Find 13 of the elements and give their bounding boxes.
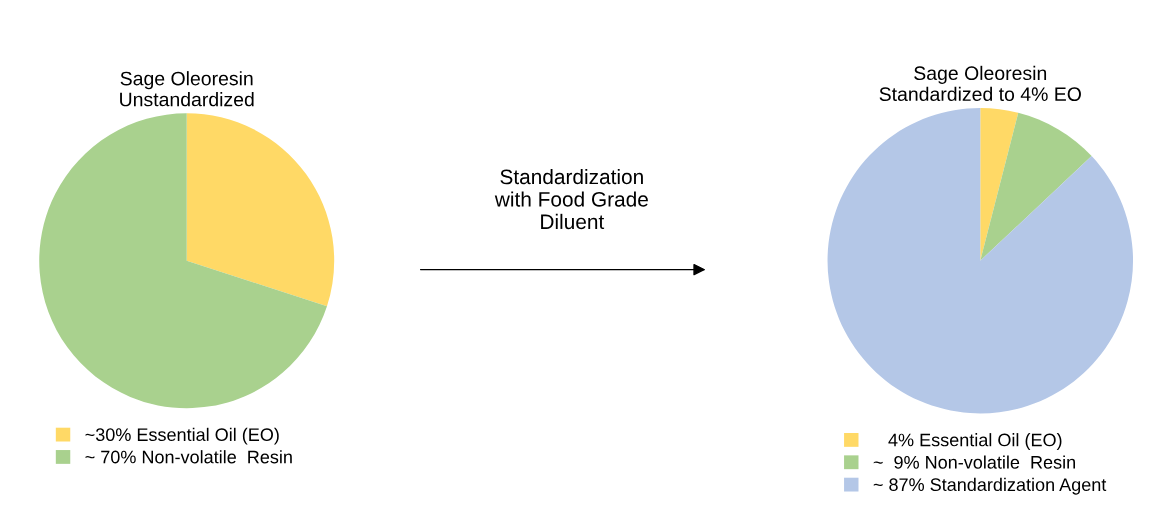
pie-slice — [980, 112, 1092, 261]
legend-label: 4% Essential Oil (EO) — [888, 433, 1062, 450]
legend-label: ~30% Essential Oil (EO) — [85, 427, 279, 445]
pie-slice — [827, 107, 1134, 414]
legend-label: ~ 87% Standardization Agent — [873, 477, 1107, 495]
pie-slice — [980, 107, 1019, 261]
chart-title: Sage Oleoresin Standardized to 4% EO — [879, 65, 1081, 102]
legend-label: ~ 9% Non-volatile Resin — [873, 455, 1075, 469]
text: Standardization with Food Grade Diluent — [494, 168, 648, 230]
legend-label: ~ 70% Non-volatile Resin — [85, 450, 292, 464]
pie-slice — [39, 113, 327, 409]
chart-title: Sage Oleoresin Unstandardized — [120, 71, 254, 107]
pie-slice — [186, 113, 335, 307]
